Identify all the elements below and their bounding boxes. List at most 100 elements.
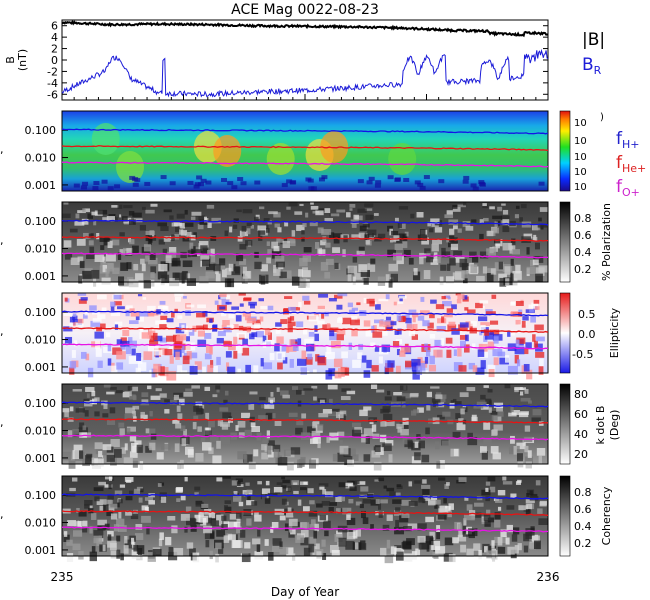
texture-cell [164, 409, 170, 414]
texture-cell [410, 410, 417, 416]
texture-cell [139, 312, 149, 317]
texture-cell [324, 530, 329, 537]
texture-cell [94, 331, 104, 339]
texture-cell [340, 367, 350, 376]
texture-cell [436, 532, 441, 540]
texture-cell [128, 219, 136, 225]
texture-cell [419, 257, 424, 265]
texture-cell [423, 270, 431, 280]
texture-cell [128, 490, 133, 495]
freq-ylabel-fragment: , [0, 416, 4, 429]
texture-cell [77, 256, 84, 263]
cyclotron-frequency-lines [61, 128, 549, 533]
texture-cell [395, 492, 401, 497]
texture-cell [266, 257, 272, 264]
texture-cell [253, 365, 259, 373]
texture-cell [338, 482, 348, 488]
power-colorbar [559, 110, 571, 192]
texture-cell [93, 530, 104, 539]
texture-cell [374, 236, 382, 242]
texture-cell [141, 263, 146, 272]
texture-cell [274, 255, 285, 263]
texture-cell [159, 324, 167, 330]
x-axis-label: Day of Year [271, 585, 339, 599]
texture-cell [257, 481, 262, 485]
texture-cell [535, 273, 543, 283]
texture-cell [487, 476, 496, 482]
texture-cell [483, 217, 489, 222]
texture-cell [421, 237, 429, 245]
texture-cell [88, 233, 94, 239]
texture-cell [337, 452, 345, 462]
texture-cell [485, 487, 489, 492]
texture-cell [449, 228, 455, 235]
texture-cell [458, 324, 468, 331]
texture-cell [216, 440, 221, 449]
texture-cell [402, 316, 407, 322]
texture-cell [489, 329, 500, 336]
texture-cell [363, 297, 369, 304]
texture-cell [165, 255, 172, 264]
texture-cell [439, 459, 445, 470]
texture-cell [202, 442, 212, 451]
texture-cell [448, 219, 459, 225]
texture-cell [433, 252, 438, 261]
texture-cell [365, 329, 376, 337]
texture-cell [424, 343, 428, 351]
texture-cell [70, 257, 80, 266]
texture-cell [485, 496, 490, 502]
texture-cell [480, 360, 486, 369]
texture-cell [131, 348, 136, 356]
texture-cell [365, 240, 370, 245]
texture-cell [119, 484, 126, 488]
texture-cell [469, 323, 473, 331]
texture-cell [125, 407, 135, 414]
texture-cell [317, 424, 324, 431]
texture-cell [250, 422, 256, 428]
texture-cell [475, 302, 483, 309]
texture-cell [407, 441, 414, 449]
texture-cell [526, 493, 530, 497]
texture-cell [145, 255, 151, 262]
texture-cell [154, 349, 163, 356]
texture-cell [396, 396, 406, 402]
texture-cell [105, 505, 115, 512]
texture-cell [94, 442, 103, 450]
texture-cell [525, 528, 535, 536]
power-low-patch [221, 178, 228, 183]
texture-cell [407, 523, 418, 530]
texture-cell [166, 370, 177, 381]
texture-cell [228, 263, 234, 272]
texture-cell [511, 534, 518, 542]
ellip-cbar-tick-0: 0.5 [578, 308, 596, 321]
texture-cell [329, 330, 335, 337]
texture-cell [539, 501, 547, 507]
texture-cell [139, 327, 144, 332]
texture-cell [158, 347, 168, 356]
kdb-cbar-tick-1: 60 [574, 408, 588, 421]
power-low-patch [237, 177, 244, 182]
texture-cell [273, 245, 280, 252]
texture-cell [141, 206, 146, 210]
texture-cell [225, 506, 232, 514]
texture-cell [177, 365, 183, 374]
texture-cell [231, 306, 240, 310]
texture-cell [246, 222, 252, 227]
texture-cell [215, 542, 222, 550]
texture-cell [173, 233, 180, 240]
texture-cell [491, 540, 495, 549]
texture-cell [461, 270, 469, 279]
texture-cell [365, 214, 373, 221]
texture-cell [457, 228, 462, 233]
texture-cell [254, 261, 262, 270]
texture-cell [183, 429, 187, 436]
texture-cell [238, 432, 245, 438]
texture-cell [459, 322, 469, 328]
texture-cell [357, 352, 363, 360]
texture-cell [412, 271, 421, 281]
texture-cell [479, 251, 489, 259]
texture-cell [216, 520, 223, 526]
texture-cell [262, 341, 272, 348]
texture-cell [300, 432, 311, 440]
texture-cell [63, 534, 70, 543]
